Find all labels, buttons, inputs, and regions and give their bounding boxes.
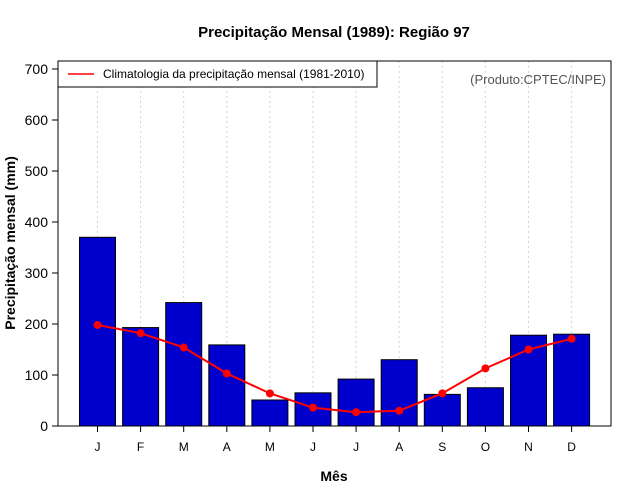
legend: Climatologia da precipitação mensal (198…: [57, 60, 378, 88]
x-tick-label: J: [95, 440, 101, 454]
y-tick-label: 100: [25, 367, 49, 383]
x-tick-label: D: [567, 440, 576, 454]
legend-entry: Climatologia da precipitação mensal (198…: [103, 67, 364, 81]
y-tick-label: 0: [40, 418, 48, 434]
x-tick-label: A: [395, 440, 403, 454]
bar-10: [466, 387, 504, 427]
climatology-line: [97, 324, 572, 414]
y-tick-label: 500: [25, 163, 49, 179]
grid: [97, 61, 573, 426]
x-tick-label: S: [438, 440, 446, 454]
climatology-point-3: [179, 343, 188, 352]
bar-2: [122, 327, 160, 427]
bar-5: [251, 399, 289, 427]
legend-box: [57, 60, 378, 88]
climatology-point-7: [352, 408, 361, 417]
x-tick-label: O: [481, 440, 490, 454]
x-tick-label: J: [310, 440, 316, 454]
x-tick-label: M: [265, 440, 275, 454]
x-axis-label: Mês: [320, 468, 347, 484]
climatology-point-11: [524, 345, 533, 354]
climatology-point-1: [93, 321, 102, 330]
y-tick-label: 700: [25, 61, 49, 77]
y-tick-label: 400: [25, 214, 49, 230]
y-tick-label: 600: [25, 112, 49, 128]
bars: [79, 236, 591, 427]
climatology-series: [93, 321, 576, 417]
y-tick-label: 300: [25, 265, 49, 281]
chart-title: Precipitação Mensal (1989): Região 97: [198, 24, 470, 41]
climatology-point-10: [481, 364, 490, 373]
climatology-point-8: [395, 406, 404, 415]
product-credit: (Produto:CPTEC/INPE): [470, 72, 606, 87]
y-tick-label: 200: [25, 316, 49, 332]
climatology-point-4: [222, 369, 231, 378]
climatology-point-6: [309, 403, 317, 412]
x-tick-label: N: [524, 440, 533, 454]
climatology-point-12: [567, 334, 576, 343]
x-tick-label: A: [223, 440, 231, 454]
climatology-point-9: [438, 389, 447, 398]
bar-7: [337, 378, 375, 427]
bar-4: [208, 344, 246, 427]
climatology-point-5: [265, 389, 274, 398]
x-tick-label: J: [353, 440, 359, 454]
y-axis: 0 100 200 300 400 500 600 700: [25, 61, 58, 434]
bar-3: [165, 302, 203, 427]
bar-12: [553, 333, 591, 427]
bar-1: [79, 236, 116, 427]
climatology-point-2: [136, 329, 145, 338]
bar-8: [380, 359, 418, 427]
y-axis-label: Precipitação mensal (mm): [2, 156, 18, 330]
x-tick-label: M: [179, 440, 189, 454]
x-tick-label: F: [137, 440, 144, 454]
